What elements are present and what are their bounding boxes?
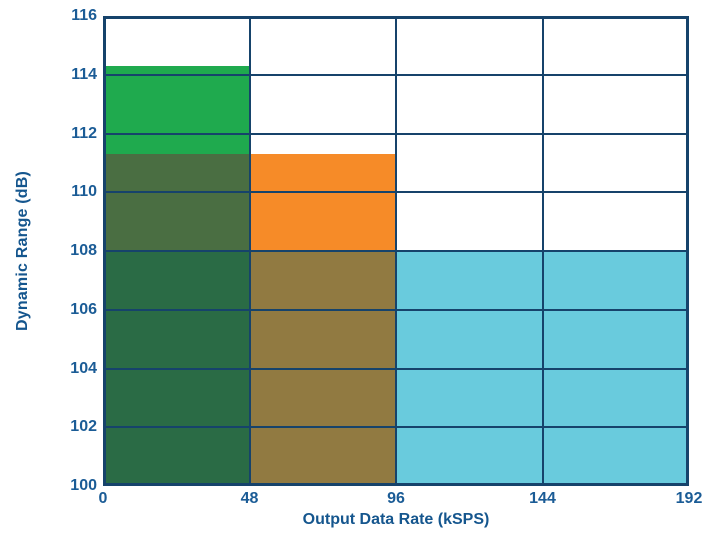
bar-region-green_mid	[103, 154, 250, 251]
plot-border-right	[686, 16, 689, 486]
y-tick-label: 102	[70, 418, 97, 436]
y-tick-label: 104	[70, 359, 97, 377]
grid-line-vertical	[248, 16, 251, 486]
grid-line-vertical	[541, 16, 544, 486]
plot-border-top	[103, 16, 689, 19]
x-tick-label: 144	[529, 490, 556, 507]
plot-border-left	[103, 16, 106, 486]
x-tick-label: 0	[98, 490, 108, 507]
x-tick-label: 192	[675, 490, 703, 507]
y-tick-label: 106	[70, 300, 97, 318]
bar-region-orange	[249, 154, 396, 251]
bar-region-green_bright	[103, 65, 250, 155]
y-axis-title: Dynamic Range (dB)	[14, 170, 31, 332]
x-tick-label: 96	[387, 490, 405, 507]
y-tick-label: 116	[71, 7, 97, 24]
y-tick-label: 110	[71, 183, 97, 201]
plot-border-bottom	[103, 483, 689, 486]
y-tick-label: 100	[70, 477, 97, 494]
x-tick-label: 48	[240, 490, 259, 507]
plot-area	[103, 16, 689, 486]
grid-line-vertical	[395, 16, 397, 486]
y-tick-label: 112	[71, 124, 97, 142]
x-axis-title: Output Data Rate (kSPS)	[302, 511, 490, 528]
y-tick-label: 108	[70, 242, 97, 259]
y-tick-label: 114	[71, 65, 97, 83]
